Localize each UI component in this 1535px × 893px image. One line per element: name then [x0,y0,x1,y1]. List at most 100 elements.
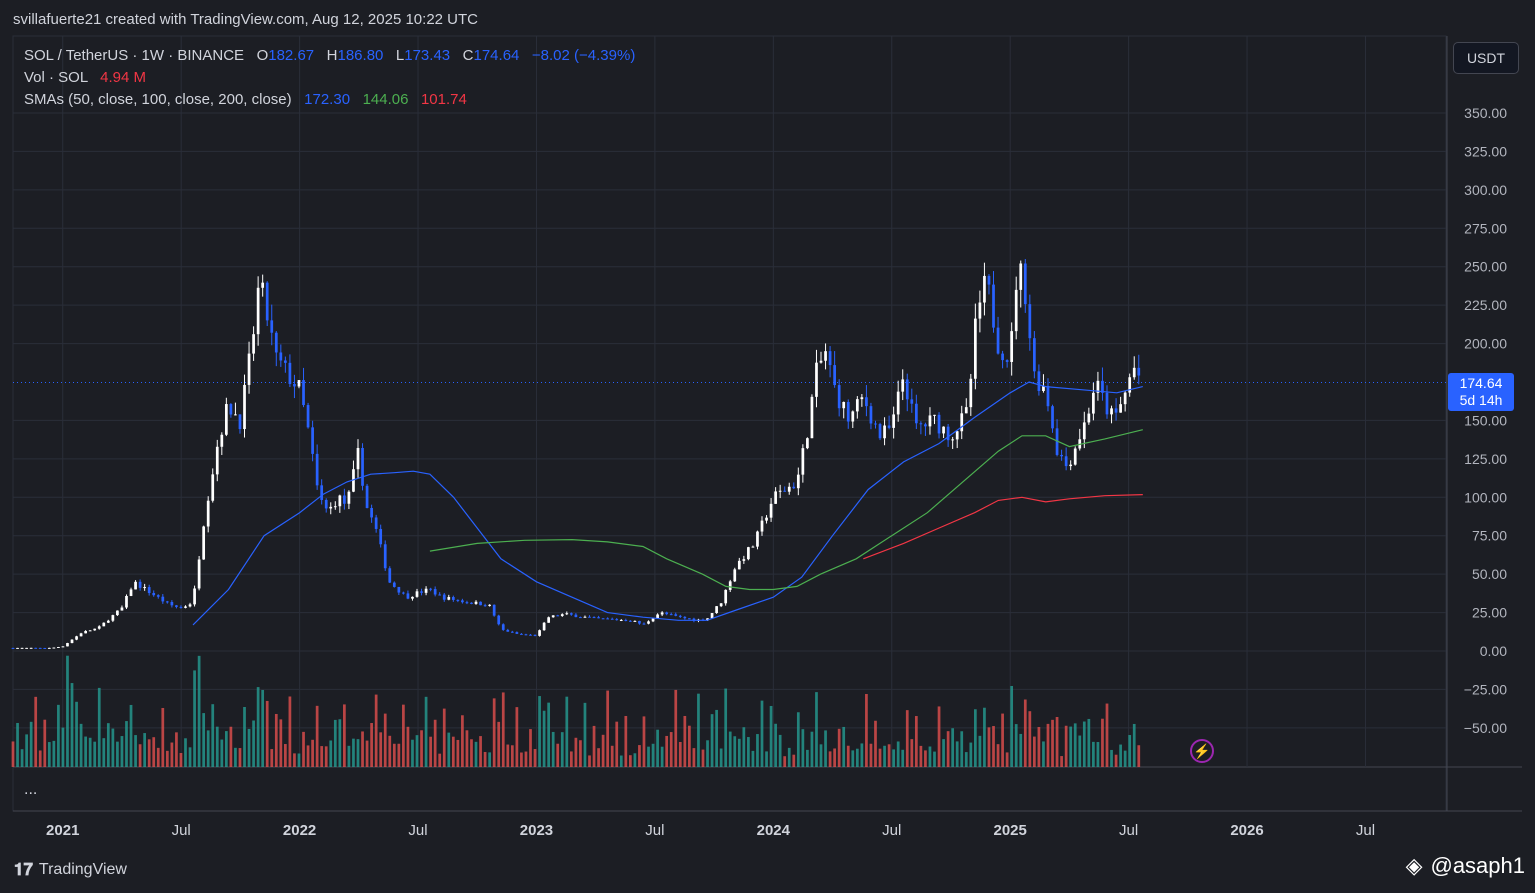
candle-body [905,379,909,400]
candle [497,614,501,626]
candle [84,630,87,634]
candle-body [501,624,505,630]
y-tick-label: 275.00 [1464,220,1507,236]
volume-bar [515,707,519,767]
candle [406,590,410,600]
candle-body [874,423,877,425]
volume-bar [333,719,337,767]
volume-bar [415,735,419,767]
candle-body [1096,380,1100,393]
candle [1132,356,1136,380]
more-options-button[interactable]: ... [24,781,38,798]
candle [688,618,691,620]
volume-bar [701,749,705,767]
candle [93,628,97,631]
change-value: −8.02 (−4.39%) [531,47,636,64]
y-tick-label: 300.00 [1464,182,1507,198]
candle [1051,404,1054,433]
currency-unit-button[interactable]: USDT [1453,42,1519,74]
candle [719,603,723,608]
candle-body [215,446,219,475]
legend-ohlc-row[interactable]: SOL / TetherUS · 1W · BINANCE O182.67 H1… [24,45,635,67]
y-tick-label: 225.00 [1464,297,1507,313]
volume-bar [88,737,92,767]
candle-body [125,595,128,608]
volume-bar [429,736,432,767]
candle-body [855,399,859,412]
candle [451,595,455,602]
candle [819,351,823,364]
volume-bar [274,713,278,767]
bar-countdown-label: 5d 14h [1459,392,1503,408]
legend-volume-row[interactable]: Vol · SOL 4.94 M [24,67,635,89]
candle-body [143,587,147,589]
y-tick-label: 125.00 [1464,451,1507,467]
volume-bar [579,740,582,767]
candle [529,633,532,636]
candle [1060,449,1063,461]
tradingview-brand[interactable]: 𝟏𝟕 TradingView [14,860,127,880]
candle-body [220,434,224,447]
candle-body [615,619,619,621]
candle-body [937,414,941,434]
candle [247,341,251,394]
candle [896,380,900,422]
x-tick-label: 2024 [757,822,791,839]
candle [311,420,314,462]
candle-body [1087,413,1091,423]
candle [842,401,846,419]
candle [343,488,346,510]
bolt-icon[interactable]: ⚡ [1190,739,1214,763]
candle [928,407,932,435]
candle-body [624,619,628,621]
candle [220,432,224,456]
candle-body [928,415,932,427]
volume-label: Vol · SOL [24,69,88,86]
volume-bar [1064,725,1068,767]
volume-bar [11,741,15,767]
volume-bar [238,748,242,767]
legend-sma-row[interactable]: SMAs (50, close, 100, close, 200, close)… [24,89,635,111]
candle-body [456,599,460,601]
candle [293,374,296,399]
volume-bar [106,723,110,767]
candle [524,633,528,636]
volume-bar [946,731,950,767]
volume-bar [479,736,482,767]
candle [229,403,233,418]
volume-bar [951,728,955,767]
brand-label: TradingView [38,861,127,878]
candle-body [116,610,119,616]
candle [352,460,355,493]
candle [1037,364,1041,396]
candle-body [447,597,451,600]
candle [874,420,877,429]
candle [383,540,387,571]
candle [1114,398,1118,421]
candle-body [865,397,868,407]
volume-bar [874,720,877,767]
volume-bar [588,755,591,767]
candle [1119,396,1122,413]
candle-body [1023,263,1027,305]
candle [433,586,437,597]
volume-bar [1005,752,1009,767]
candle [329,502,333,515]
volume-bar [533,749,537,767]
candle [29,647,33,649]
volume-bar [302,731,305,767]
candle [320,479,324,505]
volume-bar [497,721,501,767]
volume-bar [279,719,283,767]
candle [855,396,859,419]
candle-body [134,581,137,590]
volume-bar [370,723,373,767]
candle [860,394,864,407]
candle [270,304,274,346]
candle [388,566,392,584]
candle [942,426,945,438]
volume-bar [197,655,201,767]
candle-body [674,614,678,616]
volume-bar [120,736,124,767]
